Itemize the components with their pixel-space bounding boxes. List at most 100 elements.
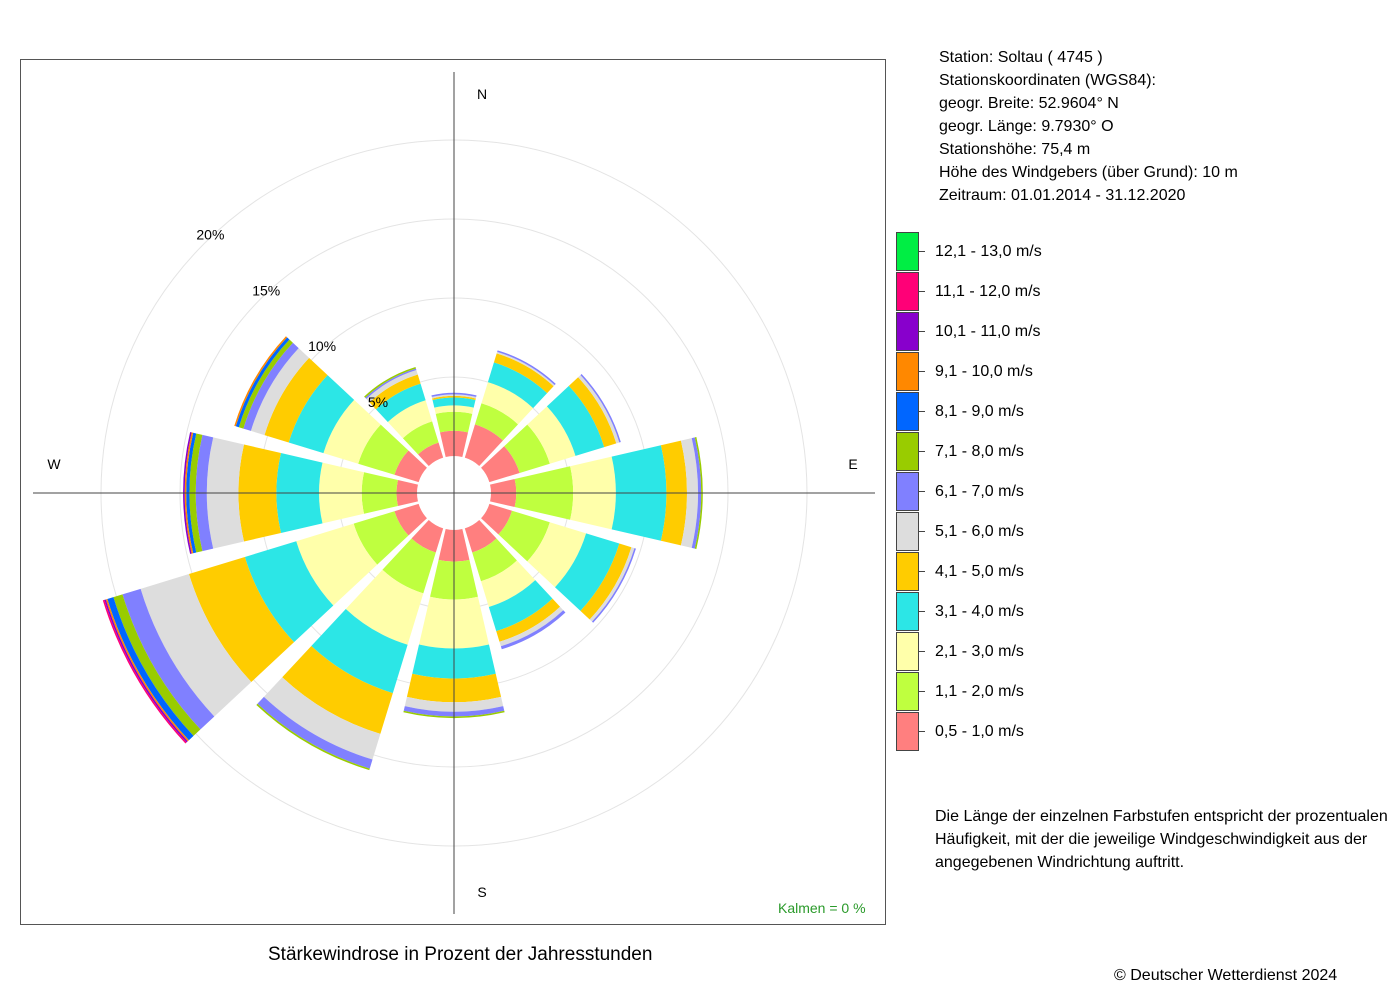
rose-segment (464, 520, 497, 553)
legend-item: 8,1 - 9,0 m/s (896, 392, 1216, 432)
rose-segment (311, 609, 408, 694)
rose-segment (402, 421, 439, 455)
legend-label: 6,1 - 7,0 m/s (935, 483, 1024, 500)
legend-tick (919, 371, 925, 372)
rose-segment (411, 520, 444, 553)
rose-segment (282, 646, 393, 734)
rose-segment (243, 342, 299, 431)
rose-segment (184, 432, 194, 554)
legend-label: 10,1 - 11,0 m/s (935, 323, 1041, 340)
rose-segment (546, 385, 605, 456)
rose-segment (238, 339, 293, 429)
rose-segment (500, 610, 566, 650)
legend-item: 12,1 - 13,0 m/s (896, 232, 1216, 272)
ring-label: 20% (196, 226, 224, 242)
rose-segment (250, 348, 310, 436)
legend-swatch (896, 712, 919, 751)
legend-label: 9,1 - 10,0 m/s (935, 363, 1033, 380)
rose-segment (431, 392, 477, 397)
rose-segment (464, 424, 503, 466)
legend-swatch (896, 312, 919, 351)
legend-label: 11,1 - 12,0 m/s (935, 283, 1041, 300)
legend-tick (919, 251, 925, 252)
rose-segment (493, 353, 554, 394)
legend-tick (919, 491, 925, 492)
rose-segment (417, 442, 444, 466)
rose-segment (364, 366, 416, 398)
legend-item: 2,1 - 3,0 m/s (896, 632, 1216, 672)
legend-swatch (896, 472, 919, 511)
rose-segment (481, 382, 534, 425)
rose-segment (122, 588, 215, 730)
rose-segment (263, 677, 381, 760)
time-period: Zeitraum: 01.01.2014 - 31.12.2020 (939, 187, 1186, 204)
rose-segment (488, 580, 553, 632)
rose-segment (358, 424, 409, 475)
legend-label: 2,1 - 3,0 m/s (935, 643, 1024, 660)
ring-label: 10% (308, 338, 336, 354)
legend-tick (919, 731, 925, 732)
rose-segment (498, 510, 550, 562)
direction-label-e: E (848, 456, 857, 472)
legend-swatch (896, 632, 919, 671)
calm-label: Kalmen = 0 % (778, 900, 866, 916)
rose-segment (107, 597, 194, 741)
rose-segment (496, 598, 561, 642)
station-name: Station: Soltau ( 4745 ) (939, 49, 1103, 66)
legend-item: 5,1 - 6,0 m/s (896, 512, 1216, 552)
legend-swatch (896, 392, 919, 431)
station-elevation: Stationshöhe: 75,4 m (939, 141, 1091, 158)
rose-segment (578, 375, 620, 444)
rose-segment (140, 574, 252, 717)
legend-tick (919, 531, 925, 532)
rose-segment (244, 541, 334, 643)
rose-segment (257, 696, 373, 769)
station-coords-heading: Stationskoordinaten (WGS84): (939, 72, 1156, 89)
legend-tick (919, 651, 925, 652)
ring-label: 5% (368, 394, 388, 410)
legend-tick (919, 611, 925, 612)
rose-segment (589, 547, 635, 622)
rose-segment (288, 375, 355, 454)
rose-segment (487, 362, 548, 409)
rose-segment (432, 395, 476, 400)
legend-item: 11,1 - 12,0 m/s (896, 272, 1216, 312)
station-longitude: geogr. Länge: 9.7930° O (939, 118, 1114, 135)
rose-segment (481, 503, 513, 535)
legend-label: 3,1 - 4,0 m/s (935, 603, 1024, 620)
direction-label-w: W (47, 456, 61, 472)
legend-swatch (896, 672, 919, 711)
legend-label: 0,5 - 1,0 m/s (935, 723, 1024, 740)
legend-swatch (896, 592, 919, 631)
legend-label: 8,1 - 9,0 m/s (935, 403, 1024, 420)
rose-segment (345, 569, 424, 645)
rose-segment (480, 560, 536, 607)
rose-segment (474, 403, 519, 441)
legend-item: 9,1 - 10,0 m/s (896, 352, 1216, 392)
rose-segment (264, 357, 328, 443)
rose-segment (527, 522, 587, 588)
legend-tick (919, 451, 925, 452)
wind-rose-chart: N E S W 5% 10% 15% 20% (33, 72, 875, 914)
legend-label: 4,1 - 5,0 m/s (935, 563, 1024, 580)
station-latitude: geogr. Breite: 52.9604° N (939, 95, 1119, 112)
legend-item: 4,1 - 5,0 m/s (896, 552, 1216, 592)
rose-segment (189, 433, 203, 553)
rose-segment (375, 383, 426, 423)
rose-segment (555, 533, 620, 611)
chart-title: Stärkewindrose in Prozent der Jahresstun… (268, 944, 653, 965)
direction-label-n: N (477, 86, 487, 102)
copyright: © Deutscher Wetterdienst 2024 (1114, 967, 1338, 984)
rose-segment (504, 424, 550, 473)
legend-tick (919, 331, 925, 332)
legend-item: 1,1 - 2,0 m/s (896, 672, 1216, 712)
rose-segment (382, 538, 436, 594)
legend-swatch (896, 432, 919, 471)
legend-swatch (896, 552, 919, 591)
rose-segment (691, 437, 702, 549)
rose-segment (694, 437, 703, 549)
legend-label: 1,1 - 2,0 m/s (935, 683, 1024, 700)
rose-segment (481, 446, 520, 483)
legend-tick (919, 571, 925, 572)
rose-segment (403, 706, 505, 717)
